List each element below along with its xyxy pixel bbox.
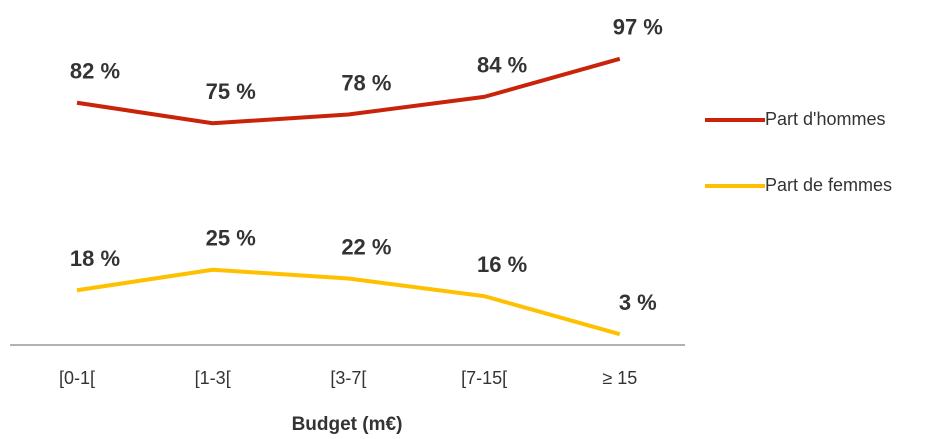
x-axis-label: Budget (m€) — [292, 414, 403, 435]
series-line — [76, 56, 621, 126]
value-label: 78 % — [341, 70, 391, 95]
value-label: 75 % — [206, 79, 256, 104]
legend-label: Part d'hommes — [765, 109, 885, 129]
value-label: 18 % — [70, 246, 120, 271]
series-line — [76, 267, 621, 337]
value-label: 22 % — [341, 234, 391, 259]
x-tick-label: [7-15[ — [461, 368, 507, 388]
legend-label: Part de femmes — [765, 175, 892, 195]
x-tick-label: [1-3[ — [195, 368, 231, 388]
x-tick-label: ≥ 15 — [602, 368, 637, 388]
value-label: 82 % — [70, 59, 120, 84]
x-tick-label: [3-7[ — [330, 368, 366, 388]
value-label: 84 % — [477, 53, 527, 78]
value-label: 16 % — [477, 252, 527, 277]
value-label: 97 % — [613, 15, 663, 40]
value-label: 25 % — [206, 226, 256, 251]
x-tick-label: [0-1[ — [59, 368, 95, 388]
value-label: 3 % — [619, 290, 657, 315]
